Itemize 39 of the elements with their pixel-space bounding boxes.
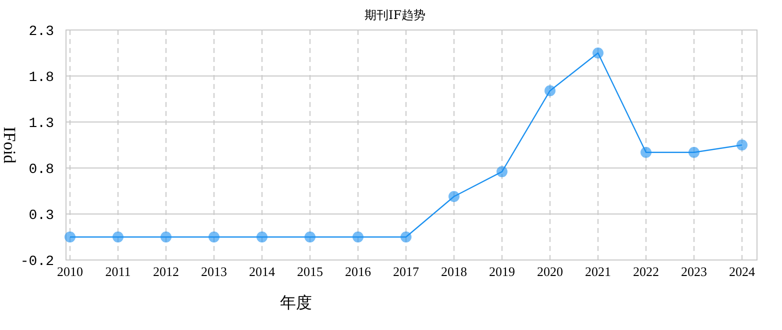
- point: [304, 232, 316, 242]
- point: [208, 232, 220, 242]
- x-tick-label: 2014: [249, 264, 276, 279]
- x-tick-label: 2020: [537, 264, 563, 279]
- y-tick-label: 2.3: [28, 24, 54, 40]
- y-tick-label: 1.3: [28, 116, 54, 132]
- x-tick-label: 2011: [105, 264, 131, 279]
- x-tick-label: 2017: [393, 264, 420, 279]
- point: [160, 232, 172, 242]
- point: [736, 140, 748, 150]
- y-tick-label: 1.8: [28, 70, 54, 86]
- x-tick-label: 2024: [729, 264, 756, 279]
- x-tick-label: 2022: [633, 264, 659, 279]
- point: [352, 232, 364, 242]
- x-tick-label: 2016: [345, 264, 372, 279]
- point: [256, 232, 268, 242]
- y-tick-label: 0.3: [28, 208, 54, 224]
- point: [112, 232, 124, 242]
- point: [496, 166, 508, 178]
- point: [544, 85, 556, 96]
- point: [640, 146, 652, 158]
- x-tick-label: 2019: [489, 264, 515, 279]
- point: [592, 48, 604, 58]
- x-tick-label: 2013: [201, 264, 227, 279]
- point: [64, 232, 76, 242]
- point: [688, 146, 700, 158]
- x-axis-title: 年度: [280, 293, 312, 312]
- point: [448, 191, 460, 202]
- x-tick-label: 2015: [297, 264, 323, 279]
- chart-title: 期刊IF趋势: [364, 8, 426, 22]
- y-tick-label: -0.2: [20, 254, 54, 270]
- y-axis-title: IFoid: [0, 126, 19, 164]
- x-tick-label: 2010: [57, 264, 83, 279]
- y-tick-label: 0.8: [28, 162, 54, 178]
- point: [400, 232, 412, 242]
- x-tick-label: 2021: [585, 264, 611, 279]
- x-tick-label: 2023: [681, 264, 707, 279]
- x-tick-label: 2018: [441, 264, 467, 279]
- x-tick-label: 2012: [153, 264, 179, 279]
